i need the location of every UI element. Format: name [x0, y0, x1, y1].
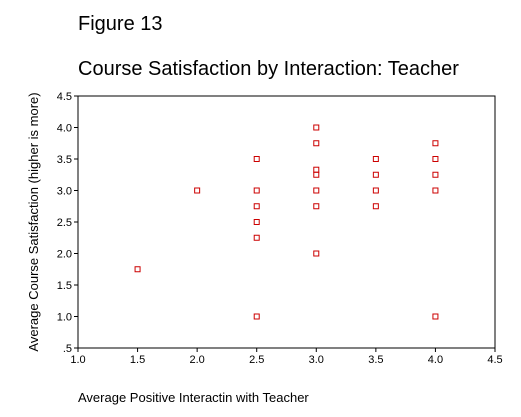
figure-label: Figure 13	[78, 13, 163, 35]
data-point	[432, 171, 439, 178]
x-tick-label: 3.0	[309, 354, 324, 366]
data-point	[253, 234, 260, 241]
data-point	[253, 313, 260, 320]
data-point	[372, 203, 379, 210]
data-point	[313, 171, 320, 178]
data-point	[432, 140, 439, 147]
data-point	[253, 203, 260, 210]
data-point	[194, 187, 201, 194]
x-tick-label: 1.0	[70, 354, 85, 366]
x-tick-label: 2.5	[249, 354, 264, 366]
data-point	[313, 250, 320, 257]
data-point	[372, 171, 379, 178]
x-tick-label: 1.5	[130, 354, 145, 366]
data-point	[253, 219, 260, 225]
data-point	[313, 140, 320, 147]
y-tick-label: 2.5	[57, 217, 72, 229]
data-points	[134, 124, 439, 320]
data-point	[134, 266, 141, 273]
data-point	[313, 187, 320, 194]
y-tick-label: .5	[63, 343, 72, 355]
data-point	[432, 313, 439, 320]
data-point	[313, 124, 320, 131]
data-point	[372, 156, 379, 162]
y-tick-label: 2.0	[57, 249, 72, 261]
y-axis-label: Average Course Satisfaction (higher is m…	[26, 92, 41, 351]
data-point	[372, 187, 379, 194]
y-tick-label: 3.5	[57, 154, 72, 166]
y-tick-label: 4.5	[57, 91, 72, 103]
chart-title: Course Satisfaction by Interaction: Teac…	[78, 58, 459, 80]
y-tick-label: 1.0	[57, 312, 72, 324]
data-point	[313, 166, 320, 173]
x-tick-label: 4.5	[487, 354, 502, 366]
data-point	[432, 187, 439, 194]
y-axis: .5 1.0 1.5 2.0 2.5 3.0 3.5 4.0 4.5	[57, 91, 78, 355]
x-tick-label: 3.5	[368, 354, 383, 366]
y-tick-label: 1.5	[57, 280, 72, 292]
data-point	[253, 156, 260, 162]
data-point	[253, 187, 260, 194]
data-point	[432, 156, 439, 162]
x-axis-label: Average Positive Interactin with Teacher	[78, 390, 309, 405]
y-tick-label: 4.0	[57, 123, 72, 135]
x-axis: 1.0 1.5 2.0 2.5 3.0 3.5 4.0 4.5	[70, 348, 503, 366]
x-tick-label: 4.0	[428, 354, 443, 366]
x-tick-label: 2.0	[189, 354, 204, 366]
data-point	[313, 203, 320, 210]
plot-area-frame	[77, 95, 496, 349]
y-tick-label: 3.0	[57, 186, 72, 198]
